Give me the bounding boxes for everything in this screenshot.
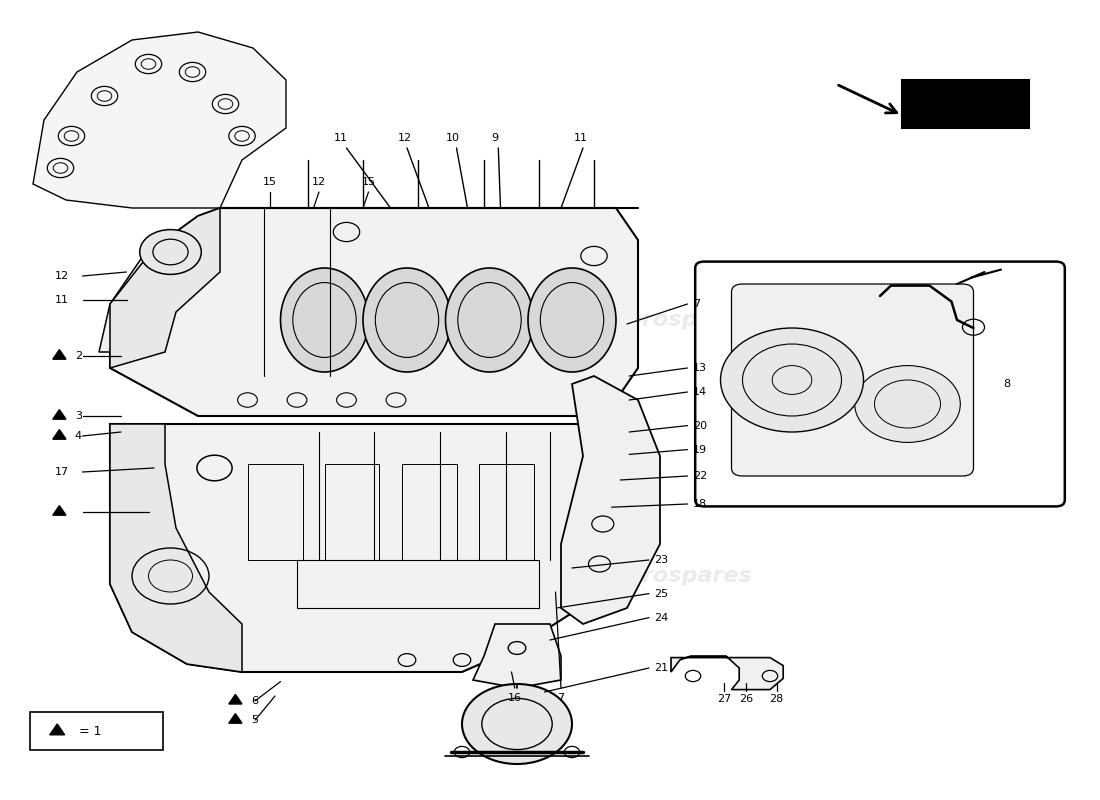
Text: 23: 23	[654, 555, 669, 565]
Polygon shape	[110, 208, 220, 368]
Polygon shape	[53, 506, 66, 515]
Text: 3: 3	[75, 411, 81, 421]
Polygon shape	[110, 424, 638, 672]
Text: 2: 2	[75, 351, 81, 361]
Text: 16: 16	[508, 693, 521, 702]
Polygon shape	[99, 224, 220, 352]
Polygon shape	[33, 32, 286, 208]
Text: 12: 12	[55, 271, 69, 281]
FancyBboxPatch shape	[902, 80, 1028, 128]
Text: 11: 11	[334, 133, 348, 142]
Text: 19: 19	[693, 445, 707, 454]
Polygon shape	[53, 410, 66, 419]
Text: 18: 18	[693, 499, 707, 509]
Text: eurospares: eurospares	[172, 566, 312, 586]
Ellipse shape	[280, 268, 368, 372]
Text: 27: 27	[717, 694, 730, 704]
Circle shape	[720, 328, 864, 432]
FancyBboxPatch shape	[732, 284, 974, 476]
Polygon shape	[473, 624, 561, 688]
Text: 28: 28	[770, 694, 783, 704]
Text: 9: 9	[492, 133, 498, 142]
FancyBboxPatch shape	[695, 262, 1065, 506]
Text: 14: 14	[693, 387, 707, 397]
Text: eurospares: eurospares	[172, 310, 312, 330]
Polygon shape	[110, 424, 242, 672]
Polygon shape	[561, 376, 660, 624]
Text: 6: 6	[251, 696, 257, 706]
Polygon shape	[53, 430, 66, 439]
Text: 17: 17	[55, 467, 69, 477]
Text: 10: 10	[447, 133, 460, 142]
Text: 11: 11	[55, 295, 69, 305]
Text: 24: 24	[654, 613, 669, 622]
Text: 5: 5	[251, 715, 257, 725]
Text: 8: 8	[1003, 379, 1010, 389]
Ellipse shape	[528, 268, 616, 372]
Circle shape	[462, 684, 572, 764]
Text: 15: 15	[263, 178, 276, 187]
Text: 22: 22	[693, 471, 707, 481]
Ellipse shape	[446, 268, 534, 372]
Text: eurospares: eurospares	[612, 566, 752, 586]
Text: 25: 25	[654, 589, 669, 598]
Polygon shape	[50, 724, 65, 734]
Circle shape	[140, 230, 201, 274]
Polygon shape	[671, 656, 783, 690]
Polygon shape	[110, 208, 638, 416]
Text: 21: 21	[654, 663, 669, 673]
Text: 26: 26	[739, 694, 752, 704]
Polygon shape	[229, 694, 242, 704]
Text: = 1: = 1	[75, 725, 101, 738]
Text: 4: 4	[75, 431, 81, 441]
Text: 15: 15	[362, 178, 375, 187]
Polygon shape	[229, 714, 242, 723]
Text: 20: 20	[693, 421, 707, 430]
Ellipse shape	[363, 268, 451, 372]
Polygon shape	[53, 350, 66, 359]
Text: eurospares: eurospares	[612, 310, 752, 330]
Text: 7: 7	[693, 299, 700, 309]
Circle shape	[855, 366, 960, 442]
Text: 7: 7	[558, 693, 564, 702]
Text: 12: 12	[312, 178, 326, 187]
Text: 11: 11	[574, 133, 587, 142]
Text: 12: 12	[398, 133, 411, 142]
Text: 13: 13	[693, 363, 707, 373]
